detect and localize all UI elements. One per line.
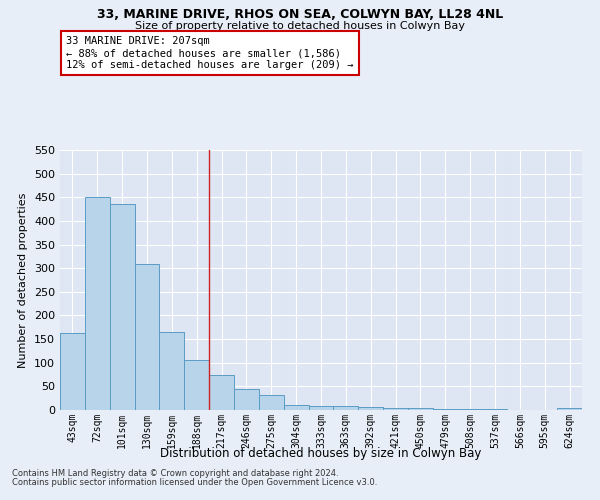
Bar <box>433 408 458 410</box>
Bar <box>60 333 85 410</box>
Text: Distribution of detached houses by size in Colwyn Bay: Distribution of detached houses by size … <box>160 448 482 460</box>
Bar <box>458 408 482 410</box>
Bar <box>209 376 234 410</box>
Text: Contains public sector information licensed under the Open Government Licence v3: Contains public sector information licen… <box>12 478 377 487</box>
Bar <box>408 408 433 410</box>
Text: 33, MARINE DRIVE, RHOS ON SEA, COLWYN BAY, LL28 4NL: 33, MARINE DRIVE, RHOS ON SEA, COLWYN BA… <box>97 8 503 20</box>
Bar <box>557 408 582 410</box>
Bar <box>259 396 284 410</box>
Text: Contains HM Land Registry data © Crown copyright and database right 2024.: Contains HM Land Registry data © Crown c… <box>12 469 338 478</box>
Bar <box>85 198 110 410</box>
Bar <box>184 360 209 410</box>
Bar <box>358 407 383 410</box>
Bar <box>482 409 508 410</box>
Bar <box>234 389 259 410</box>
Text: 33 MARINE DRIVE: 207sqm
← 88% of detached houses are smaller (1,586)
12% of semi: 33 MARINE DRIVE: 207sqm ← 88% of detache… <box>66 36 353 70</box>
Y-axis label: Number of detached properties: Number of detached properties <box>19 192 28 368</box>
Bar <box>134 264 160 410</box>
Bar <box>160 332 184 410</box>
Bar <box>334 406 358 410</box>
Bar <box>284 406 308 410</box>
Bar <box>383 408 408 410</box>
Text: Size of property relative to detached houses in Colwyn Bay: Size of property relative to detached ho… <box>135 21 465 31</box>
Bar <box>308 406 334 410</box>
Bar <box>110 204 134 410</box>
